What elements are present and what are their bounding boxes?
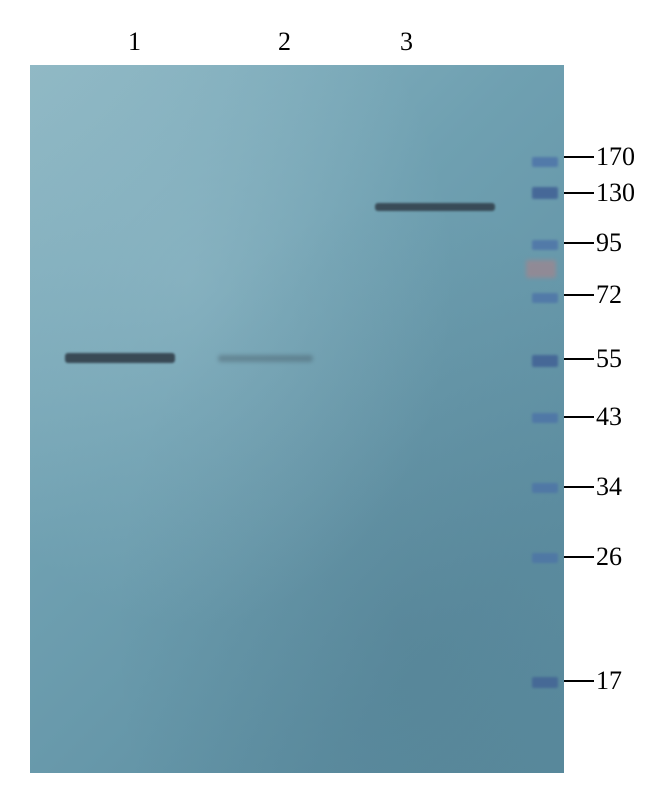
ladder-band-2 (532, 240, 558, 250)
mw-tick-icon (564, 416, 594, 418)
mw-marker-95: 95 (564, 231, 622, 255)
ladder-band-7 (532, 553, 558, 563)
mw-marker-55: 55 (564, 347, 622, 371)
protein-band-lane-2 (218, 355, 313, 362)
ladder-band-4 (532, 355, 558, 367)
mw-tick-icon (564, 486, 594, 488)
mw-tick-icon (564, 156, 594, 158)
mw-marker-17: 17 (564, 669, 622, 693)
ladder-band-1 (532, 187, 558, 199)
mw-marker-130: 130 (564, 181, 635, 205)
mw-tick-icon (564, 680, 594, 682)
ladder-band-6 (532, 483, 558, 493)
ladder-band-8 (532, 677, 558, 688)
mw-value: 34 (596, 474, 622, 500)
mw-tick-icon (564, 358, 594, 360)
figure-container: 1 2 3 17013095725543342617 (30, 25, 625, 775)
ladder-band-0 (532, 157, 558, 167)
mw-tick-icon (564, 242, 594, 244)
protein-band-lane-1 (65, 353, 175, 363)
ladder-band-3 (532, 293, 558, 303)
western-blot-membrane (30, 65, 564, 773)
mw-marker-72: 72 (564, 283, 622, 307)
mw-tick-icon (564, 294, 594, 296)
molecular-weight-labels: 170 130 95 72 55 43 34 26 17 (564, 65, 652, 773)
mw-value: 95 (596, 230, 622, 256)
mw-value: 17 (596, 668, 622, 694)
lane-label-1: 1 (128, 27, 141, 57)
lane-label-2: 2 (278, 27, 291, 57)
ladder-band-5 (532, 413, 558, 423)
mw-marker-34: 34 (564, 475, 622, 499)
ladder-pink-band (526, 260, 556, 278)
protein-band-lane-3 (375, 203, 495, 211)
mw-tick-icon (564, 192, 594, 194)
mw-value: 55 (596, 346, 622, 372)
membrane-vignette (30, 65, 564, 773)
lane-label-3: 3 (400, 27, 413, 57)
mw-value: 72 (596, 282, 622, 308)
mw-tick-icon (564, 556, 594, 558)
mw-marker-170: 170 (564, 145, 635, 169)
mw-value: 170 (596, 144, 635, 170)
mw-value: 130 (596, 180, 635, 206)
mw-value: 43 (596, 404, 622, 430)
mw-marker-26: 26 (564, 545, 622, 569)
mw-value: 26 (596, 544, 622, 570)
mw-marker-43: 43 (564, 405, 622, 429)
lane-labels-row: 1 2 3 (30, 25, 625, 60)
